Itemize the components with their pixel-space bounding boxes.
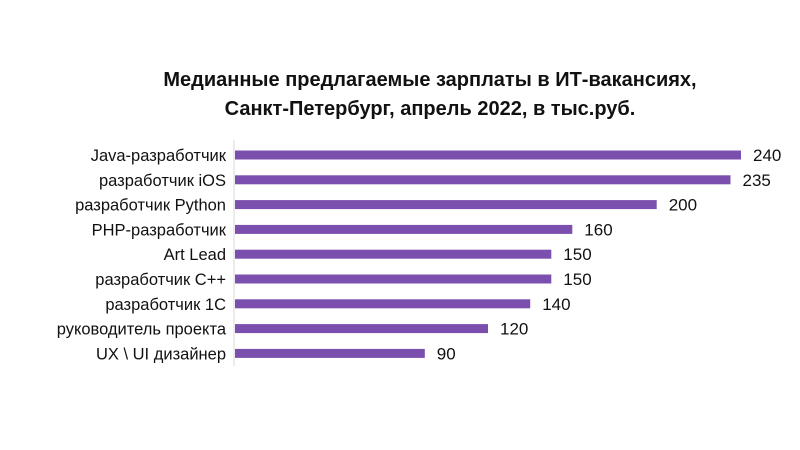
category-label: Java-разработчик [91, 147, 227, 165]
category-label: разработчик iOS [99, 172, 226, 190]
chart-title-line-2: Санкт-Петербург, апрель 2022, в тыс.руб. [224, 98, 636, 120]
data-label: 140 [542, 295, 570, 314]
bar [235, 200, 657, 210]
bar [235, 348, 425, 358]
data-label: 200 [669, 196, 697, 215]
chart-title-line-1: Медианные предлагаемые зарплаты в ИТ-вак… [163, 69, 697, 91]
category-label: PHP-разработчик [92, 221, 227, 239]
bar [235, 150, 741, 160]
category-label: разработчик 1C [105, 296, 226, 314]
data-label: 150 [563, 245, 591, 264]
category-label: UX \ UI дизайнер [96, 345, 226, 363]
bar [235, 299, 531, 309]
data-label: 235 [743, 171, 771, 190]
category-label: Art Lead [164, 246, 226, 264]
bar [235, 324, 488, 334]
data-label: 150 [563, 270, 591, 289]
bar [235, 274, 552, 284]
bar [235, 175, 731, 185]
category-label: руководитель проекта [57, 321, 227, 339]
category-label: разработчик Python [75, 197, 226, 215]
data-label: 90 [437, 344, 456, 363]
bar [235, 249, 552, 259]
data-label: 240 [753, 146, 781, 165]
chart-title: Медианные предлагаемые зарплаты в ИТ-вак… [60, 66, 800, 124]
data-label: 160 [584, 220, 612, 239]
data-label: 120 [500, 320, 528, 339]
category-label: разработчик C++ [95, 271, 226, 289]
bar [235, 224, 573, 234]
